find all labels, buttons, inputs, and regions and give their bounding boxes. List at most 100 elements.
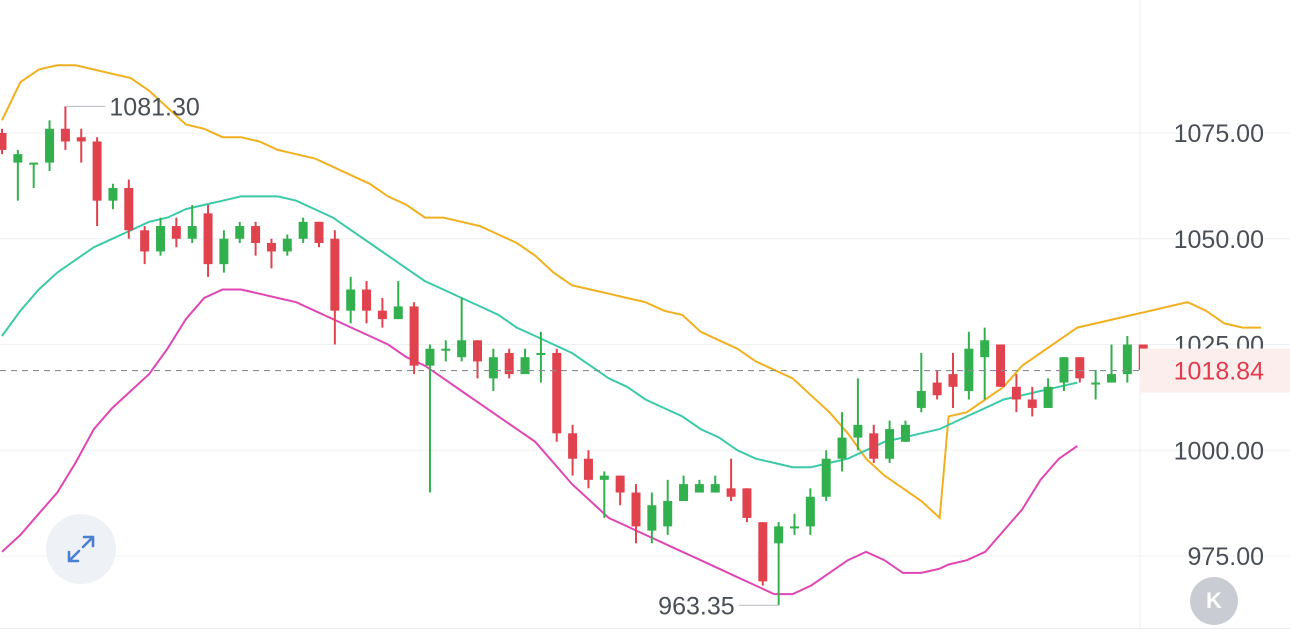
candle-body	[1075, 357, 1085, 379]
candle-body	[425, 348, 435, 366]
candle-body	[694, 484, 704, 493]
candle-body	[520, 357, 530, 375]
candle	[314, 221, 324, 248]
candle-body	[219, 238, 229, 265]
candle-body	[615, 475, 625, 493]
candle-body	[663, 501, 673, 527]
lower-band-line	[1, 288, 1078, 596]
candle-body	[362, 289, 372, 311]
candle-body	[409, 306, 419, 366]
candle	[948, 352, 958, 408]
candle-body	[1043, 386, 1053, 408]
candle	[298, 217, 308, 243]
candle	[140, 226, 150, 265]
candle-body	[964, 348, 974, 392]
candle	[647, 492, 657, 544]
candle-body	[203, 213, 213, 265]
candle-body	[235, 226, 245, 239]
candle-body	[758, 522, 768, 582]
candle-body	[774, 526, 784, 544]
candle	[710, 475, 720, 493]
candle	[663, 479, 673, 535]
candle-body	[140, 230, 150, 252]
candle	[504, 348, 514, 379]
candle	[694, 479, 704, 493]
candle-body	[853, 424, 863, 438]
candle	[599, 471, 609, 518]
candle	[282, 234, 292, 256]
high-marker-label: 1081.30	[109, 93, 199, 121]
k-button[interactable]: K	[1190, 577, 1238, 625]
candle	[821, 450, 831, 502]
low-marker-label: 963.35	[658, 592, 734, 620]
candle	[996, 344, 1006, 387]
candle	[171, 217, 181, 248]
candle	[1091, 369, 1101, 400]
candle-body	[932, 382, 942, 396]
candle	[869, 424, 879, 463]
candle-body	[900, 424, 910, 442]
candle-body	[60, 128, 70, 142]
current-price-badge	[1140, 348, 1290, 393]
candle-body	[568, 433, 578, 459]
candle	[409, 302, 419, 375]
candles	[0, 106, 1148, 606]
candle-body	[742, 488, 752, 518]
candle	[885, 420, 895, 463]
candle-body	[45, 128, 55, 163]
candle	[473, 340, 482, 379]
candle-body	[1059, 357, 1069, 383]
candle-body	[710, 484, 720, 493]
candle-body	[536, 352, 546, 355]
candle	[805, 488, 815, 535]
candle	[1122, 336, 1132, 383]
candle	[203, 204, 213, 277]
candle	[774, 522, 784, 606]
candle	[615, 475, 625, 506]
candle-body	[1011, 386, 1021, 400]
candle	[568, 424, 578, 476]
candle-body	[837, 437, 847, 459]
candle-body	[108, 187, 118, 201]
candle	[76, 128, 86, 163]
candle	[29, 162, 39, 188]
candle-body	[1107, 374, 1116, 383]
candle-body	[679, 484, 689, 502]
candle	[853, 378, 863, 451]
candle	[679, 475, 689, 502]
candle-body	[393, 306, 403, 320]
candle	[219, 230, 229, 273]
candle-body	[504, 352, 514, 375]
candle-body	[76, 137, 86, 142]
candle-body	[948, 374, 958, 387]
y-tick-label: 975.00	[1188, 543, 1264, 571]
y-tick-label: 1050.00	[1174, 226, 1264, 254]
candle	[583, 450, 593, 489]
candle-body	[330, 238, 340, 311]
candle-body	[631, 492, 641, 527]
candle	[362, 281, 372, 324]
candle	[0, 128, 7, 155]
candle	[393, 281, 403, 320]
candle-body	[473, 340, 482, 362]
candle-body	[790, 526, 799, 529]
current-price-label: 1018.84	[1174, 358, 1264, 386]
expand-button[interactable]	[46, 514, 116, 584]
candle-body	[298, 221, 308, 239]
candle-body	[282, 238, 292, 252]
candle-body	[552, 352, 562, 434]
candle	[520, 348, 530, 375]
candle	[60, 106, 70, 150]
candle	[536, 331, 546, 383]
candle-body	[647, 505, 657, 531]
candle-body	[314, 221, 324, 243]
axis-labels: 1075.001050.001025.001000.00975.001018.8…	[0, 93, 1290, 620]
candle	[457, 297, 467, 362]
candle-body	[124, 187, 134, 231]
y-tick-label: 1000.00	[1174, 437, 1264, 465]
candle	[964, 331, 974, 400]
candle-body	[29, 162, 39, 165]
candle	[377, 297, 387, 328]
candle	[1043, 378, 1053, 408]
